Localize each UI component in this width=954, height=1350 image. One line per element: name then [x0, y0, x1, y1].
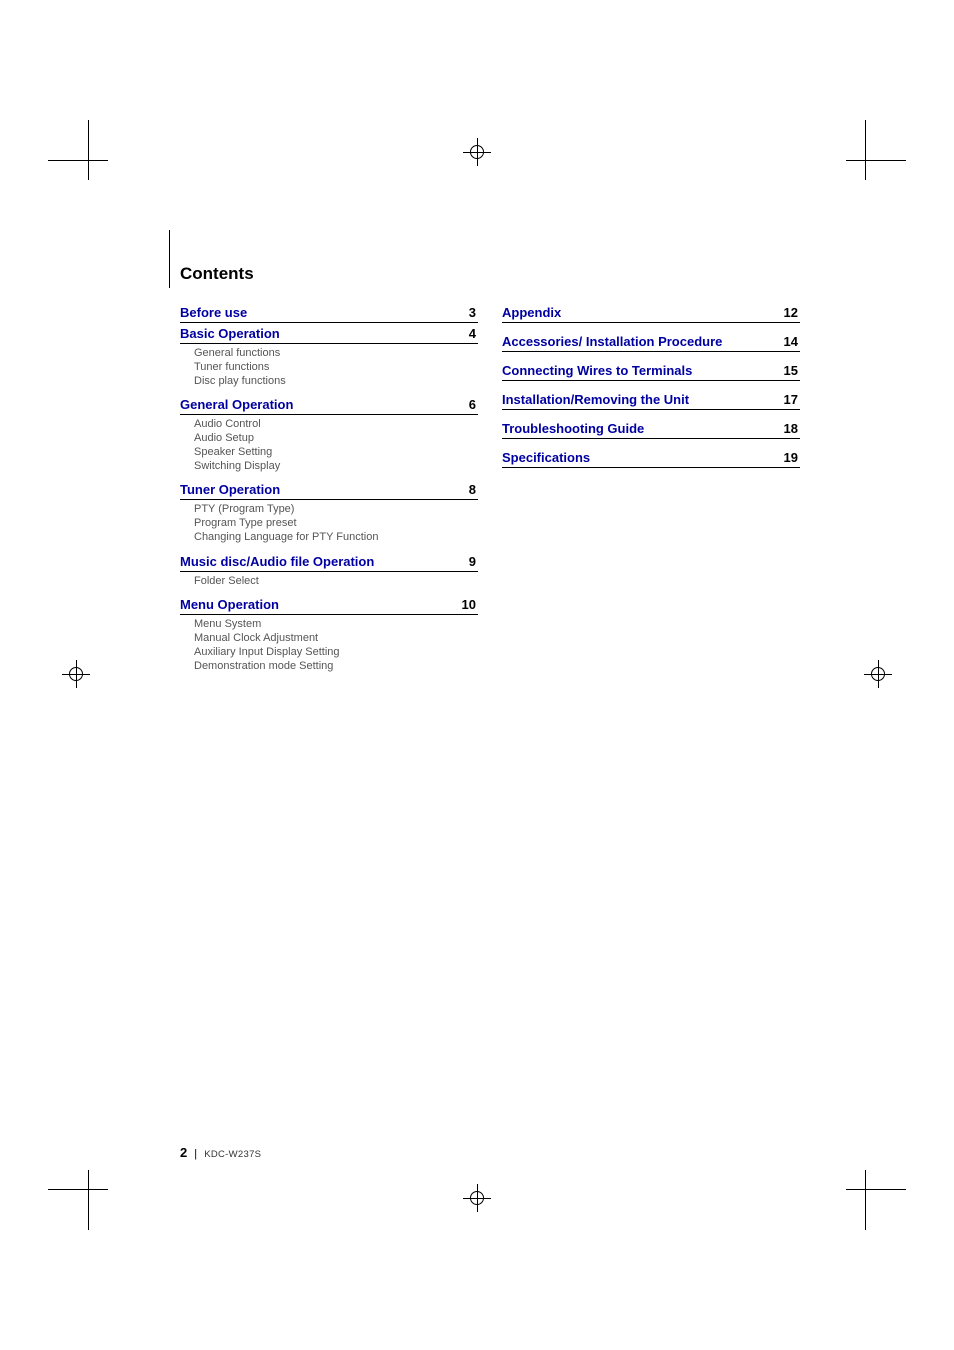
toc-entry-page: 14: [784, 334, 800, 349]
toc-entry-title: Connecting Wires to Terminals: [502, 363, 692, 378]
toc-subitems: Folder Select: [180, 572, 478, 595]
toc-left-column: Before use 3 Basic Operation 4 General funct…: [180, 302, 478, 679]
toc-entry[interactable]: Basic Operation 4: [180, 323, 478, 344]
toc-entry[interactable]: Connecting Wires to Terminals 15: [502, 360, 800, 381]
toc-entry-title: Accessories/ Installation Procedure: [502, 334, 722, 349]
page-content: Contents Before use 3 Basic Operation 4 Gene…: [180, 230, 800, 679]
toc-entry-title: Before use: [180, 305, 247, 320]
toc-subitem: Disc play functions: [194, 375, 478, 389]
toc-entry[interactable]: Troubleshooting Guide 18: [502, 418, 800, 439]
toc-subitems: Audio ControlAudio SetupSpeaker SettingS…: [180, 415, 478, 479]
heading-rule: Contents: [169, 230, 800, 288]
toc-subitem: PTY (Program Type): [194, 503, 478, 517]
toc-columns: Before use 3 Basic Operation 4 General funct…: [180, 302, 800, 679]
toc-entry[interactable]: Music disc/Audio file Operation 9: [180, 551, 478, 572]
toc-entry-title: Appendix: [502, 305, 561, 320]
toc-entry-page: 15: [784, 363, 800, 378]
toc-entry[interactable]: Tuner Operation 8: [180, 479, 478, 500]
toc-entry[interactable]: Menu Operation 10: [180, 594, 478, 615]
toc-entry-title: Tuner Operation: [180, 482, 280, 497]
toc-entry[interactable]: General Operation 6: [180, 394, 478, 415]
toc-subitems: Menu SystemManual Clock AdjustmentAuxili…: [180, 615, 478, 679]
toc-subitem: Demonstration mode Setting: [194, 660, 478, 674]
crop-mark-top-right: [826, 120, 906, 200]
toc-subitem: Manual Clock Adjustment: [194, 632, 478, 646]
toc-entry-page: 17: [784, 392, 800, 407]
toc-subitem: Audio Control: [194, 418, 478, 432]
toc-subitem: Speaker Setting: [194, 446, 478, 460]
footer-model: KDC-W237S: [204, 1149, 261, 1160]
toc-subitem: Menu System: [194, 618, 478, 632]
toc-subitem: Switching Display: [194, 460, 478, 474]
registration-mark-bottom: [463, 1184, 491, 1212]
page-footer: 2 | KDC-W237S: [180, 1145, 261, 1160]
toc-entry-page: 3: [469, 305, 478, 320]
toc-subitems: PTY (Program Type)Program Type presetCha…: [180, 500, 478, 550]
page-title: Contents: [180, 264, 254, 288]
toc-entry[interactable]: Appendix 12: [502, 302, 800, 323]
toc-subitem: Tuner functions: [194, 361, 478, 375]
toc-entry-title: Installation/Removing the Unit: [502, 392, 689, 407]
toc-entry[interactable]: Before use 3: [180, 302, 478, 323]
toc-right-column: Appendix 12 Accessories/ Installation Proc…: [502, 302, 800, 679]
toc-entry-page: 9: [469, 554, 478, 569]
toc-subitem: Audio Setup: [194, 432, 478, 446]
toc-entry[interactable]: Specifications 19: [502, 447, 800, 468]
toc-entry-title: Basic Operation: [180, 326, 280, 341]
toc-entry-page: 8: [469, 482, 478, 497]
toc-entry-title: Music disc/Audio file Operation: [180, 554, 374, 569]
toc-entry-title: General Operation: [180, 397, 293, 412]
crop-mark-bottom-left: [48, 1150, 128, 1230]
registration-mark-right: [864, 660, 892, 688]
toc-entry-page: 18: [784, 421, 800, 436]
toc-subitem: Folder Select: [194, 575, 478, 589]
toc-entry-page: 10: [462, 597, 478, 612]
toc-subitem: Program Type preset: [194, 517, 478, 531]
toc-entry[interactable]: Accessories/ Installation Procedure 14: [502, 331, 800, 352]
toc-subitems: General functionsTuner functionsDisc pla…: [180, 344, 478, 394]
crop-mark-bottom-right: [826, 1150, 906, 1230]
toc-entry-title: Troubleshooting Guide: [502, 421, 644, 436]
toc-entry[interactable]: Installation/Removing the Unit 17: [502, 389, 800, 410]
toc-entry-title: Specifications: [502, 450, 590, 465]
toc-subitem: General functions: [194, 347, 478, 361]
toc-subitem: Changing Language for PTY Function: [194, 531, 478, 545]
toc-subitem: Auxiliary Input Display Setting: [194, 646, 478, 660]
toc-entry-title: Menu Operation: [180, 597, 279, 612]
toc-entry-page: 4: [469, 326, 478, 341]
registration-mark-left: [62, 660, 90, 688]
footer-separator: |: [190, 1148, 201, 1160]
toc-entry-page: 12: [784, 305, 800, 320]
toc-entry-page: 6: [469, 397, 478, 412]
footer-page-number: 2: [180, 1145, 187, 1160]
registration-mark-top: [463, 138, 491, 166]
crop-mark-top-left: [48, 120, 128, 200]
toc-entry-page: 19: [784, 450, 800, 465]
